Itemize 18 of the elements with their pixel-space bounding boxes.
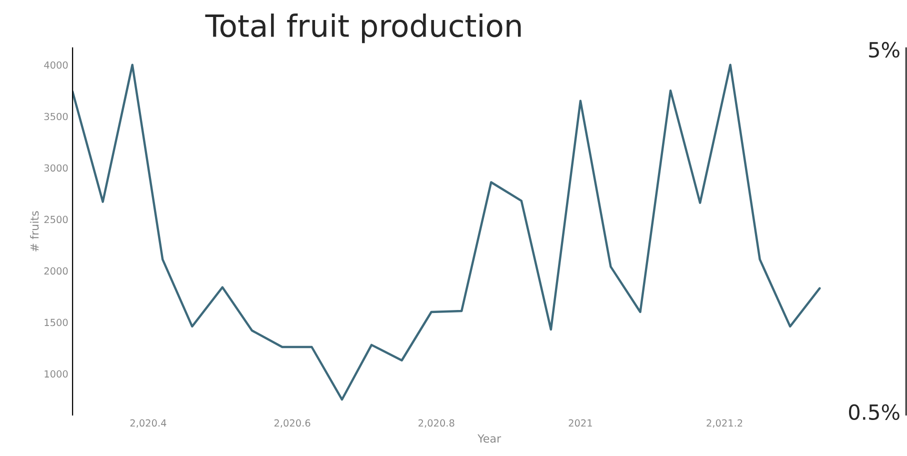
y-tick-label: 1500 <box>44 318 68 326</box>
y-tick-label: 2500 <box>44 216 68 224</box>
y-axis-title: # fruits <box>30 211 39 252</box>
x-tick-label: 2,020.4 <box>130 419 166 428</box>
chart-title: Total fruit production <box>205 14 521 44</box>
y2-tick-label: 5% <box>869 42 900 58</box>
x-axis-title: Year <box>478 434 502 443</box>
y-tick-label: 2000 <box>44 267 68 275</box>
line-series <box>72 64 821 401</box>
x-tick-label: 2,020.8 <box>418 419 454 428</box>
y-tick-label: 1000 <box>44 370 68 378</box>
y-tick-label: 3000 <box>44 164 68 172</box>
y2-tick-label: 0.5% <box>848 404 900 420</box>
x-tick-label: 2,021.2 <box>706 419 742 428</box>
y-tick-label: 3500 <box>44 112 68 120</box>
y-tick-label: 4000 <box>44 61 68 69</box>
x-tick-label: 2,020.6 <box>274 419 310 428</box>
x-tick-label: 2021 <box>568 419 592 427</box>
